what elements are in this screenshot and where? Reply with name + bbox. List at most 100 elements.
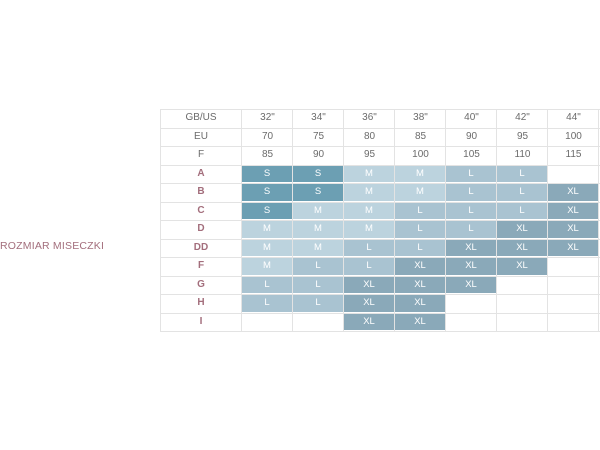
size-cell: XL (344, 275, 394, 293)
size-cell: S (242, 201, 292, 219)
grid-line-horizontal (160, 220, 600, 221)
header-value: 44" (566, 112, 581, 123)
size-cell: L (242, 275, 292, 293)
grid-line-vertical (496, 109, 497, 331)
size-cell: XL (446, 275, 496, 293)
size-cell: L (497, 183, 547, 201)
header-value: 75 (312, 130, 325, 142)
header-value: 32" (260, 112, 275, 123)
header-value: 100 (565, 130, 582, 142)
grid-line-vertical (160, 109, 161, 331)
header-value: 95 (516, 130, 529, 142)
size-cell: L (446, 164, 496, 182)
header-value: 34" (311, 112, 326, 123)
size-cell: L (446, 220, 496, 238)
side-label: ROZMIAR MISECZKI (0, 239, 105, 252)
size-cell: S (242, 164, 292, 182)
size-cell: L (497, 201, 547, 219)
grid-line-horizontal (160, 257, 600, 258)
size-cell: M (293, 220, 343, 238)
grid-line-vertical (547, 109, 548, 331)
size-cell: L (242, 294, 292, 312)
cup-row-label: I (199, 315, 203, 327)
header-row-label: EU (194, 130, 208, 142)
size-cell: XL (344, 294, 394, 312)
grid-line-horizontal (160, 294, 600, 295)
size-cell: L (395, 238, 445, 256)
size-cell: L (497, 164, 547, 182)
size-chart: ROZMIAR MISECZKI GB/US 32" 34" 36" 38" 40" 42"… (0, 105, 600, 340)
size-cell: XL (548, 201, 598, 219)
cup-row-label: DD (193, 241, 209, 253)
size-cell: L (446, 201, 496, 219)
cup-row-label: A (197, 167, 205, 179)
header-value: 95 (363, 149, 376, 160)
grid-line-horizontal (160, 146, 600, 147)
header-value: 70 (261, 130, 274, 142)
size-cell: XL (395, 257, 445, 275)
header-value: 110 (514, 149, 531, 160)
size-cell: XL (395, 275, 445, 293)
size-cell: L (395, 220, 445, 238)
grid-line-vertical (343, 109, 344, 331)
grid-line-horizontal (160, 109, 600, 110)
size-cell: L (293, 275, 343, 293)
grid-line-horizontal (160, 201, 600, 203)
size-cell: XL (497, 257, 547, 275)
grid-line-vertical (445, 109, 446, 331)
header-value: 90 (312, 149, 325, 160)
header-value: 90 (465, 130, 478, 142)
size-cell: XL (344, 312, 394, 330)
size-cell: XL (395, 294, 445, 312)
size-cell: M (344, 164, 394, 182)
size-cell: S (293, 164, 343, 182)
size-cell: M (293, 238, 343, 256)
size-cell: M (344, 220, 394, 238)
header-value: 105 (463, 149, 480, 160)
header-value: 40" (464, 112, 479, 123)
header-value: 85 (261, 149, 274, 160)
size-cell: M (344, 201, 394, 219)
size-cell: XL (446, 257, 496, 275)
size-cell: L (293, 294, 343, 312)
cup-row-label: C (197, 204, 205, 216)
size-cell: L (344, 238, 394, 256)
header-row-label: GB/US (185, 112, 217, 123)
header-value: 36" (362, 112, 377, 123)
grid-line-horizontal (160, 238, 600, 240)
size-cell: L (344, 257, 394, 275)
header-value: 42" (515, 112, 530, 123)
grid-line-vertical (598, 109, 599, 331)
size-cell: XL (497, 238, 547, 256)
size-cell: M (242, 238, 292, 256)
cup-row-label: B (197, 186, 205, 197)
size-cell: XL (548, 183, 598, 201)
header-value: 100 (412, 149, 429, 160)
size-cell: L (446, 183, 496, 201)
size-cell: L (293, 257, 343, 275)
size-cell: M (293, 201, 343, 219)
size-cell: M (242, 220, 292, 238)
size-cell: M (395, 164, 445, 182)
size-cell: S (242, 183, 292, 201)
header-value: 38" (413, 112, 428, 123)
size-cell: XL (395, 312, 445, 330)
grid-line-horizontal (160, 127, 600, 129)
cup-row-label: F (197, 260, 205, 271)
header-value: 115 (565, 149, 582, 160)
size-cell: M (395, 183, 445, 201)
grid-line-horizontal (160, 275, 600, 277)
header-row-label: F (197, 149, 205, 160)
grid-line-horizontal (160, 183, 600, 184)
size-cell: XL (497, 220, 547, 238)
size-cell: XL (548, 238, 598, 256)
header-value: 80 (363, 130, 376, 142)
cup-row-label: D (197, 223, 205, 234)
size-cell: XL (548, 220, 598, 238)
size-cell: L (395, 201, 445, 219)
size-cell: M (344, 183, 394, 201)
cup-row-label: H (197, 297, 205, 308)
header-value: 85 (414, 130, 427, 142)
grid-line-horizontal (160, 331, 600, 332)
grid-line-vertical (394, 109, 395, 331)
